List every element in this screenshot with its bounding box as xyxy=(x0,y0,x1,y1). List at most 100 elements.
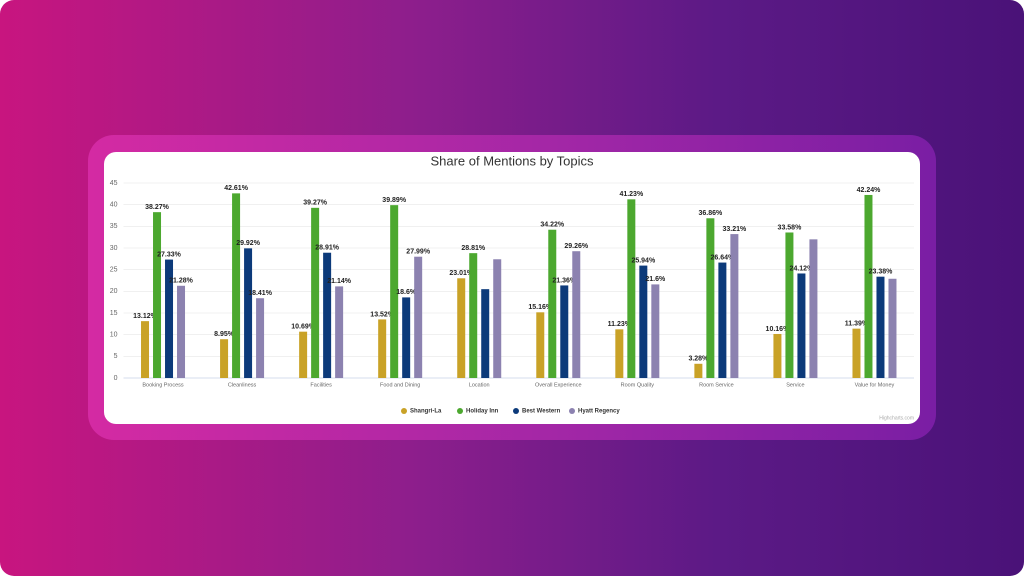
data-label: 11.39% xyxy=(845,320,869,327)
bar xyxy=(876,276,885,378)
y-tick-label: 30 xyxy=(110,245,118,252)
bar xyxy=(402,297,411,378)
x-tick-label: Value for Money xyxy=(855,382,895,388)
data-label: 39.89% xyxy=(382,197,407,204)
y-tick-label: 15 xyxy=(110,310,118,317)
x-tick-label: Location xyxy=(469,382,490,388)
bar xyxy=(323,252,332,378)
legend-marker xyxy=(513,408,519,414)
bar xyxy=(390,205,399,378)
legend-marker xyxy=(457,408,463,414)
data-label: 42.24% xyxy=(857,187,882,194)
data-label: 13.12% xyxy=(133,313,158,320)
bar xyxy=(852,328,861,378)
bar xyxy=(469,253,478,378)
data-label: 28.91% xyxy=(315,245,340,252)
legend-label: Best Western xyxy=(522,409,561,415)
bar xyxy=(311,207,320,378)
legend-label: Shangri-La xyxy=(410,409,442,415)
data-label: 23.38% xyxy=(869,269,894,276)
data-label: 15.16% xyxy=(528,304,553,311)
bar xyxy=(572,251,581,378)
y-tick-label: 0 xyxy=(114,375,118,382)
bar xyxy=(864,194,873,378)
y-tick-label: 40 xyxy=(110,202,118,209)
data-label: 21.6% xyxy=(645,276,666,283)
data-label: 18.6% xyxy=(396,289,417,296)
bar xyxy=(141,321,150,378)
bar xyxy=(378,319,387,378)
data-label: 27.33% xyxy=(157,251,182,258)
data-label: 23.01% xyxy=(449,270,474,277)
data-label: 10.16% xyxy=(766,326,791,333)
bar xyxy=(165,259,174,378)
bar xyxy=(797,273,806,378)
data-label: 29.26% xyxy=(564,243,589,250)
bar xyxy=(493,259,502,378)
y-tick-label: 25 xyxy=(110,267,118,274)
bar xyxy=(627,199,636,378)
bar xyxy=(335,286,344,378)
data-label: 24.12% xyxy=(790,265,815,272)
data-label: 10.69% xyxy=(291,324,316,331)
data-label: 21.14% xyxy=(327,278,352,285)
bar xyxy=(639,265,648,378)
y-tick-label: 10 xyxy=(110,332,118,339)
bar xyxy=(888,278,897,378)
bar xyxy=(651,284,660,378)
data-label: 38.27% xyxy=(145,204,170,211)
legend-marker xyxy=(401,408,407,414)
bar xyxy=(177,285,186,378)
data-label: 36.86% xyxy=(699,210,724,217)
legend-label: Holiday Inn xyxy=(466,409,499,415)
data-label: 28.81% xyxy=(461,245,486,252)
data-label: 39.27% xyxy=(303,200,328,207)
x-tick-label: Room Quality xyxy=(621,382,655,388)
y-tick-label: 5 xyxy=(114,353,118,360)
data-label: 11.23% xyxy=(608,321,632,328)
bar xyxy=(785,232,794,378)
bar xyxy=(299,331,308,378)
credit: Highcharts.com xyxy=(879,415,914,421)
data-label: 33.21% xyxy=(723,226,748,233)
y-tick-label: 35 xyxy=(110,223,118,230)
bar xyxy=(220,339,229,378)
bar xyxy=(457,278,466,378)
data-label: 18.41% xyxy=(248,290,273,297)
data-label: 27.99% xyxy=(406,249,431,256)
data-label: 34.22% xyxy=(540,222,565,229)
data-label: 33.58% xyxy=(778,224,803,231)
data-label: 21.28% xyxy=(169,278,194,285)
bar xyxy=(615,329,624,378)
x-tick-label: Room Service xyxy=(699,382,734,388)
y-tick-label: 45 xyxy=(110,180,118,187)
bar xyxy=(730,234,739,378)
x-tick-label: Food and Dining xyxy=(380,382,420,388)
bar xyxy=(244,248,253,378)
data-label: 26.64% xyxy=(711,254,736,261)
bar xyxy=(773,333,782,378)
bar xyxy=(153,212,162,378)
bar xyxy=(481,289,490,378)
data-label: 8.95% xyxy=(214,331,235,338)
y-tick-label: 20 xyxy=(110,288,118,295)
data-label: 13.52% xyxy=(370,311,395,318)
bar xyxy=(560,285,569,378)
bar xyxy=(414,256,423,378)
data-label: 3.28% xyxy=(688,356,709,363)
data-label: 41.23% xyxy=(619,191,644,198)
bar xyxy=(809,239,818,378)
bar xyxy=(694,363,703,378)
bar xyxy=(706,218,715,378)
data-label: 25.94% xyxy=(631,257,656,264)
bar xyxy=(232,193,241,378)
data-label: 42.61% xyxy=(224,185,249,192)
bar xyxy=(548,229,557,378)
x-tick-label: Booking Process xyxy=(142,382,184,388)
data-label: 29.92% xyxy=(236,240,261,247)
bar xyxy=(256,298,265,378)
chart-title: Share of Mentions by Topics xyxy=(430,153,594,168)
bar xyxy=(536,312,545,378)
